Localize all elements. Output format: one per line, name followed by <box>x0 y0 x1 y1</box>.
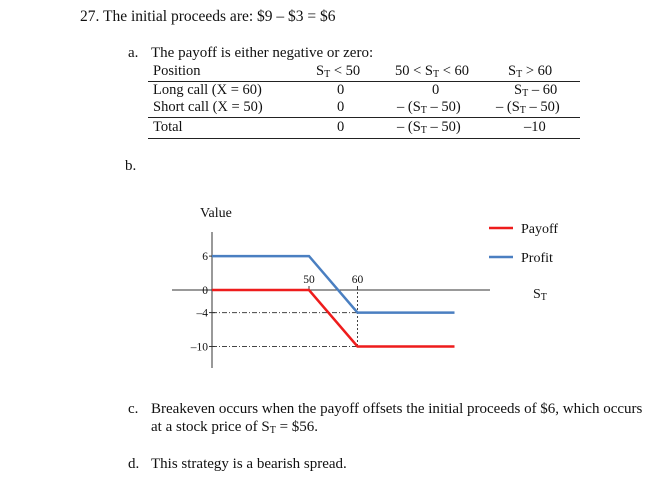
y-tick-label: 0 <box>202 285 208 297</box>
y-axis-label: Value <box>200 206 232 221</box>
row-long-call-c3-a: S <box>514 82 523 98</box>
row-total-c2-b: – 50) <box>426 119 461 135</box>
part-c-line2-post: = $56. <box>275 419 319 435</box>
header-col1-s: S <box>316 63 325 79</box>
row-short-call-c3-b: – 50) <box>525 99 560 115</box>
problem-title: 27. The initial proceeds are: $9 – $3 = … <box>80 8 336 26</box>
header-col1-sub: T <box>324 69 331 80</box>
row-short-call-c2-sub: T <box>420 105 427 116</box>
row-long-call-c2: 0 <box>432 82 440 98</box>
x-tick-label: 50 <box>303 274 315 286</box>
header-col3-sub: T <box>516 69 523 80</box>
row-long-call-c1: 0 <box>337 82 345 98</box>
part-c-line2: at a stock price of ST = $56. <box>151 419 318 436</box>
row-total-c2-a: – (S <box>397 119 421 135</box>
x-axis-label-s: S <box>533 287 541 302</box>
part-d-letter: d. <box>128 456 140 472</box>
row-long-call-c3-b: – 60 <box>528 82 558 98</box>
row-total-c1: 0 <box>337 119 345 135</box>
row-short-call-c1: 0 <box>337 99 345 115</box>
row-total-c2: – (ST – 50) <box>397 119 461 139</box>
header-col2-b: < 60 <box>442 63 470 79</box>
part-a-letter: a. <box>128 45 139 61</box>
header-col2-a: 50 < S <box>395 63 433 79</box>
x-axis-label-sub: T <box>541 292 547 303</box>
row-short-call-c2-b: – 50) <box>426 99 461 115</box>
body-rule <box>148 117 580 118</box>
header-col1-rest: < 50 <box>333 63 361 79</box>
part-a-intro: The payoff is either negative or zero: <box>151 45 374 61</box>
part-c-letter: c. <box>128 401 139 417</box>
x-axis-label: ST <box>533 287 547 303</box>
row-short-call-c3-sub: T <box>519 105 526 116</box>
row-total-label: Total <box>153 119 183 135</box>
row-long-call-c3: ST – 60 <box>514 82 557 102</box>
total-rule <box>148 138 580 139</box>
part-b-letter: b. <box>125 158 137 174</box>
row-long-call-label: Long call (X = 60) <box>153 82 262 98</box>
problem-title-text: 27. The initial proceeds are: $9 – $3 = … <box>80 8 336 25</box>
part-c-line1: Breakeven occurs when the payoff offsets… <box>151 401 643 417</box>
row-short-call-label: Short call (X = 50) <box>153 99 263 115</box>
x-tick-label: 60 <box>352 274 364 286</box>
header-rule <box>148 81 580 82</box>
y-tick-label: –4 <box>196 308 209 320</box>
header-col3: ST > 60 <box>508 63 552 83</box>
header-col1: ST < 50 <box>316 63 360 83</box>
series-line-profit <box>212 254 455 314</box>
row-short-call-c3: – (ST – 50) <box>496 99 560 119</box>
part-c-line2-pre: at a stock price of S <box>151 419 270 435</box>
part-c-line2-sub: T <box>269 425 276 436</box>
header-col2-sub: T <box>433 69 440 80</box>
header-col3-s: S <box>508 63 517 79</box>
header-col2: 50 < ST < 60 <box>395 63 469 83</box>
y-tick-label: –10 <box>190 342 209 354</box>
row-short-call-c3-a: – (S <box>496 99 520 115</box>
part-d-text: This strategy is a bearish spread. <box>151 456 347 472</box>
series-line-payoff <box>212 288 455 348</box>
y-tick-label: 6 <box>202 251 208 263</box>
row-short-call-c2-a: – (S <box>397 99 421 115</box>
header-col3-rest: > 60 <box>525 63 553 79</box>
legend-label-profit: Profit <box>521 251 553 266</box>
row-long-call-c3-sub: T <box>522 88 529 99</box>
row-total-c2-sub: T <box>420 125 427 136</box>
row-short-call-c2: – (ST – 50) <box>397 99 461 119</box>
legend-label-payoff: Payoff <box>521 222 558 237</box>
row-total-c3: –10 <box>524 119 546 135</box>
header-position: Position <box>153 63 201 79</box>
